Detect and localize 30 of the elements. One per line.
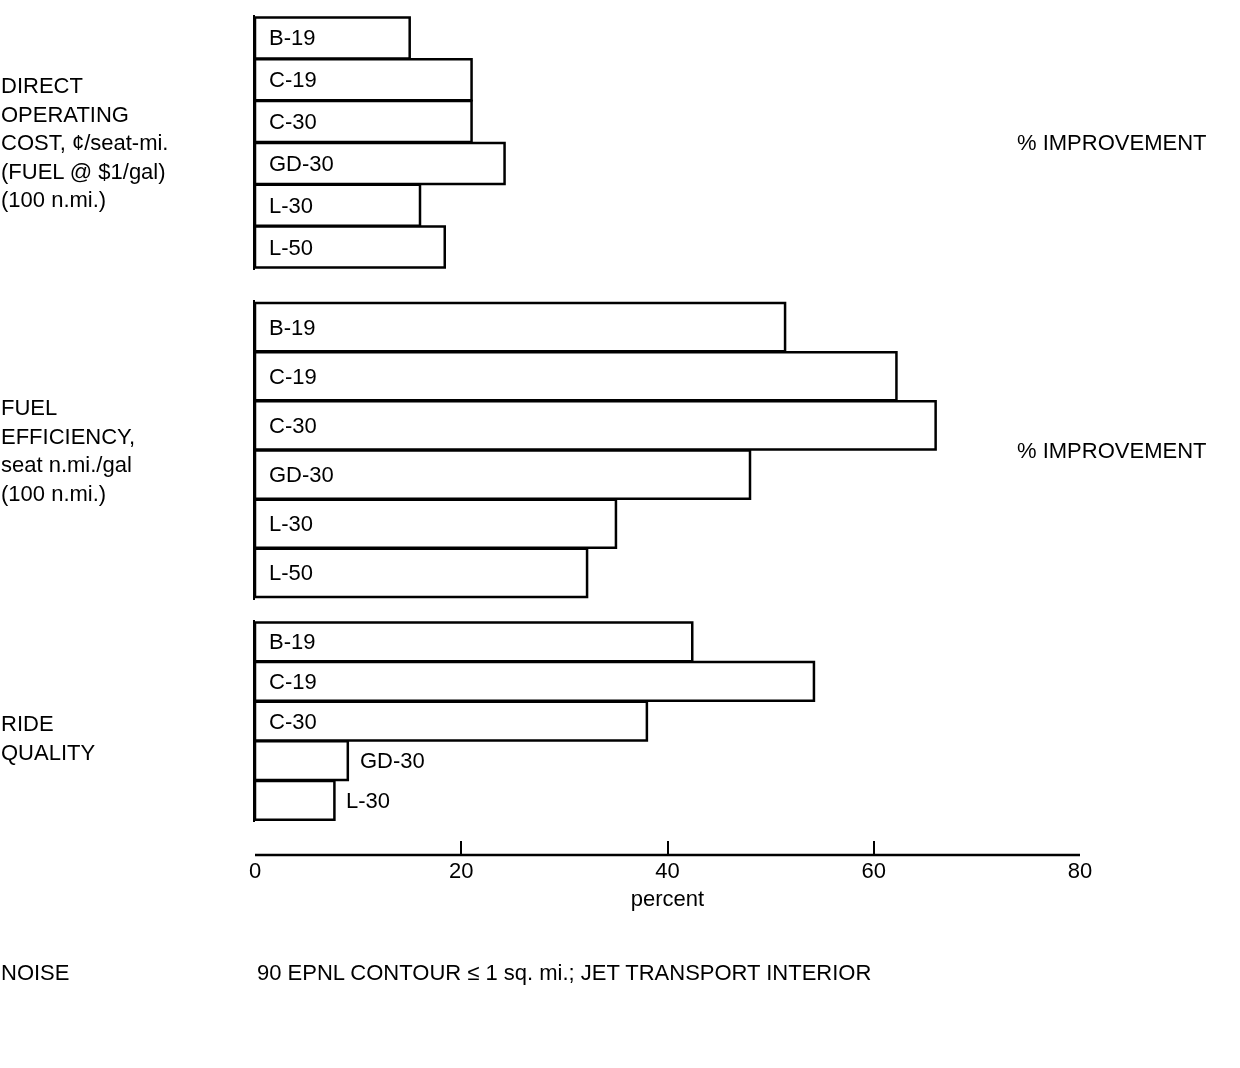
category-label: L-30 bbox=[346, 788, 391, 813]
annotation: % IMPROVEMENT bbox=[1017, 130, 1207, 155]
category-label: B-19 bbox=[269, 629, 316, 654]
category-label: C-30 bbox=[269, 109, 317, 134]
y-axis-title: RIDE QUALITY bbox=[1, 711, 96, 765]
annotation: % IMPROVEMENT bbox=[1017, 438, 1207, 463]
category-label: GD-30 bbox=[269, 462, 334, 487]
x-tick-label: 60 bbox=[861, 858, 886, 883]
category-label: B-19 bbox=[269, 25, 316, 50]
category-label: L-50 bbox=[269, 235, 314, 260]
category-label: L-30 bbox=[269, 511, 314, 536]
text: 90 EPNL CONTOUR ≤ 1 sq. mi.; JET TRANSPORT INTERIOR bbox=[257, 960, 872, 985]
y-axis-title: DIRECT OPERATING COST, ¢/seat-mi. (FUEL @ $1/gal) (100 n.mi.) bbox=[1, 73, 169, 213]
category-label: C-19 bbox=[269, 669, 317, 694]
category-label: GD-30 bbox=[360, 748, 425, 773]
text: NOISE bbox=[1, 960, 70, 985]
x-tick-label: 20 bbox=[449, 858, 474, 883]
category-label: B-19 bbox=[269, 315, 316, 340]
category-label: L-30 bbox=[269, 193, 314, 218]
category-label: C-30 bbox=[269, 413, 317, 438]
category-label: GD-30 bbox=[269, 151, 334, 176]
y-axis-title: FUEL EFFICIENCY, seat n.mi./gal (100 n.mi.) bbox=[1, 395, 136, 506]
x-tick-label: 40 bbox=[655, 858, 680, 883]
category-label: C-30 bbox=[269, 709, 317, 734]
category-label: C-19 bbox=[269, 364, 317, 389]
x-tick-label: 80 bbox=[1067, 858, 1093, 883]
category-label: L-50 bbox=[269, 560, 314, 585]
category-label: C-19 bbox=[269, 67, 317, 92]
x-axis-title: percent bbox=[630, 885, 705, 911]
x-tick-label: 0 bbox=[248, 858, 262, 883]
